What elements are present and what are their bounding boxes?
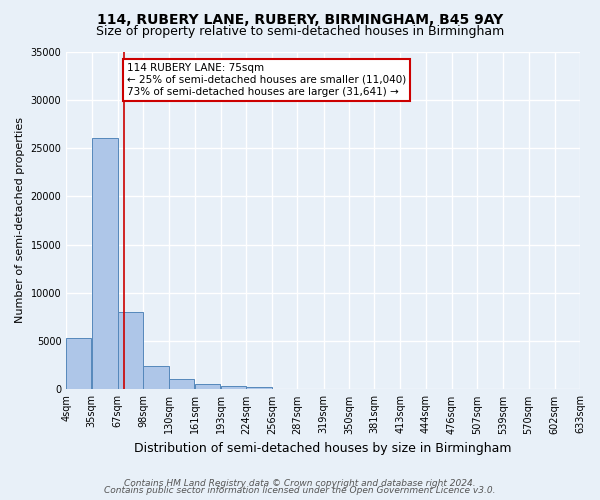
Y-axis label: Number of semi-detached properties: Number of semi-detached properties (15, 118, 25, 324)
Bar (195, 384, 220, 390)
Text: 114, RUBERY LANE, RUBERY, BIRMINGHAM, B45 9AY: 114, RUBERY LANE, RUBERY, BIRMINGHAM, B4… (97, 12, 503, 26)
Bar (143, 366, 169, 390)
Bar (118, 312, 143, 390)
Bar (246, 386, 272, 390)
Bar (169, 379, 194, 390)
Bar (92, 138, 118, 390)
Text: 114 RUBERY LANE: 75sqm
← 25% of semi-detached houses are smaller (11,040)
73% of: 114 RUBERY LANE: 75sqm ← 25% of semi-det… (127, 64, 406, 96)
X-axis label: Distribution of semi-detached houses by size in Birmingham: Distribution of semi-detached houses by … (134, 442, 512, 455)
Text: Contains public sector information licensed under the Open Government Licence v3: Contains public sector information licen… (104, 486, 496, 495)
Text: Contains HM Land Registry data © Crown copyright and database right 2024.: Contains HM Land Registry data © Crown c… (124, 478, 476, 488)
Text: Size of property relative to semi-detached houses in Birmingham: Size of property relative to semi-detach… (96, 25, 504, 38)
Bar (67, 338, 91, 390)
Bar (221, 386, 246, 390)
